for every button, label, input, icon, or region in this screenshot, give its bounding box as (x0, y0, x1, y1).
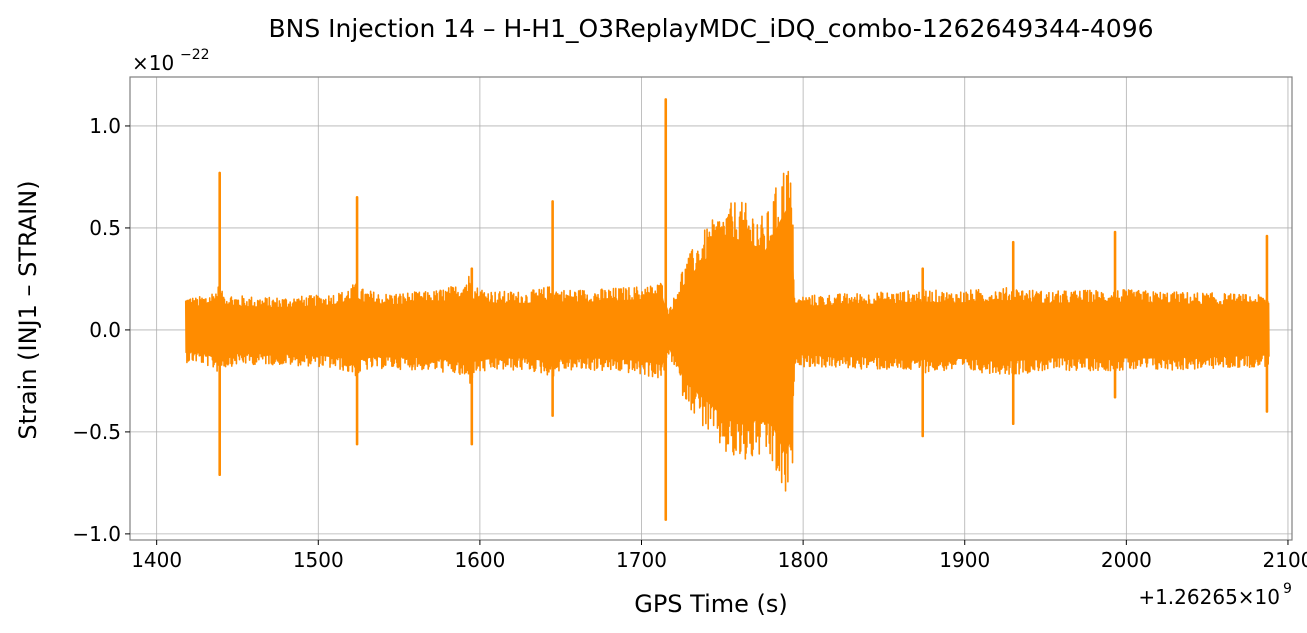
y-scale-factor: ×10 −22 (132, 47, 210, 75)
y-axis-label: Strain (INJ1 – STRAIN) (14, 180, 42, 439)
y-tick-label: −1.0 (72, 522, 121, 546)
x-axis-label: GPS Time (s) (634, 590, 788, 618)
x-tick-label: 1400 (131, 548, 182, 572)
y-tick-label: 0.5 (89, 216, 121, 240)
y-tick-label: 1.0 (89, 114, 121, 138)
y-axis: −1.0 −0.5 0.0 0.5 1.0 (72, 114, 130, 546)
x-tick-label: 1700 (616, 548, 667, 572)
x-tick-label: 2000 (1101, 548, 1152, 572)
x-tick-label: 1900 (939, 548, 990, 572)
x-tick-label: 1500 (293, 548, 344, 572)
x-offset-exponent: 9 (1283, 581, 1292, 597)
x-tick-label: 1800 (778, 548, 829, 572)
y-tick-label: 0.0 (89, 318, 121, 342)
chart-title: BNS Injection 14 – H-H1_O3ReplayMDC_iDQ_… (268, 14, 1153, 43)
y-tick-label: −0.5 (72, 420, 121, 444)
x-offset-base: +1.26265×10 (1138, 585, 1280, 609)
y-scale-exponent: −22 (180, 47, 210, 63)
x-offset-factor: +1.26265×10 9 (1138, 581, 1292, 609)
y-scale-base: ×10 (132, 51, 174, 75)
x-tick-label: 2100 (1263, 548, 1307, 572)
plot-data (184, 98, 1270, 521)
x-axis: 1400 1500 1600 1700 1800 1900 2000 2100 (131, 540, 1307, 572)
strain-series-core (185, 208, 1269, 452)
plot-frame (129, 76, 1293, 541)
x-tick-label: 1600 (454, 548, 505, 572)
